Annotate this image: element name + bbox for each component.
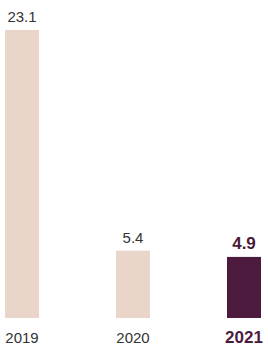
- bar: [5, 30, 39, 318]
- labels: 23.1 2019 5.4 2020 4.9 2021: [5, 8, 263, 347]
- bars: [5, 30, 261, 318]
- x-tick-label: 2020: [116, 329, 149, 346]
- bar: [116, 251, 150, 318]
- data-label: 23.1: [7, 8, 36, 25]
- x-tick-label: 2021: [225, 328, 263, 347]
- chart-container: 23.1 2019 5.4 2020 4.9 2021: [0, 0, 268, 352]
- data-label: 5.4: [123, 229, 144, 246]
- bar-chart: 23.1 2019 5.4 2020 4.9 2021: [0, 0, 268, 352]
- data-label: 4.9: [232, 234, 256, 253]
- bar: [227, 257, 261, 318]
- x-tick-label: 2019: [5, 329, 38, 346]
